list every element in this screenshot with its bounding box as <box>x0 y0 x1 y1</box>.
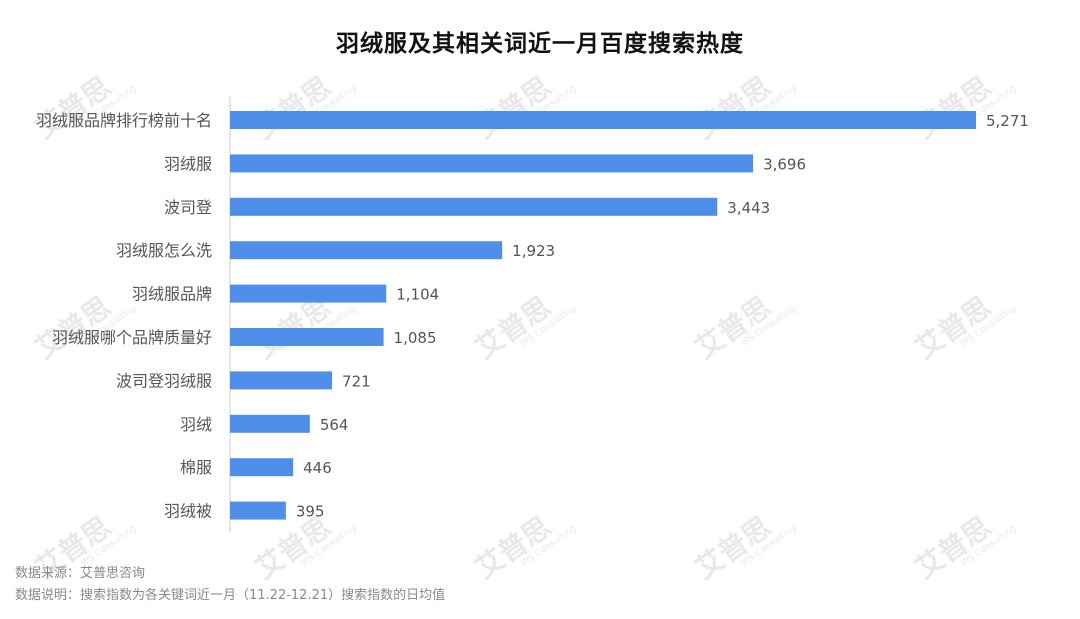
category-label-7: 羽绒 <box>180 415 212 434</box>
category-label-8: 棉服 <box>180 458 212 477</box>
bar-chart: 羽绒服品牌排行榜前十名羽绒服波司登羽绒服怎么洗羽绒服品牌羽绒服哪个品牌质量好波司… <box>36 97 1029 532</box>
bar-7 <box>230 414 310 433</box>
chart-title: 羽绒服及其相关词近一月百度搜索热度 <box>336 31 744 57</box>
value-label-9: 395 <box>296 503 325 521</box>
category-label-9: 羽绒被 <box>164 502 212 521</box>
value-label-1: 3,696 <box>763 155 806 173</box>
bar-9 <box>230 501 286 520</box>
category-label-2: 波司登 <box>164 198 212 217</box>
value-label-2: 3,443 <box>727 199 770 217</box>
category-label-3: 羽绒服怎么洗 <box>116 241 212 260</box>
value-label-8: 446 <box>303 459 332 477</box>
bar-6 <box>230 371 333 390</box>
value-label-7: 564 <box>320 416 349 434</box>
category-labels-group: 羽绒服品牌排行榜前十名羽绒服波司登羽绒服怎么洗羽绒服品牌羽绒服哪个品牌质量好波司… <box>36 111 212 521</box>
bar-1 <box>230 154 754 173</box>
bar-0 <box>230 111 976 129</box>
value-label-4: 1,104 <box>396 286 439 304</box>
bars-group <box>230 111 976 520</box>
category-label-0: 羽绒服品牌排行榜前十名 <box>36 111 212 130</box>
bar-4 <box>230 284 387 303</box>
category-label-6: 波司登羽绒服 <box>116 371 212 390</box>
value-label-6: 721 <box>342 372 371 390</box>
value-label-3: 1,923 <box>512 242 555 260</box>
bar-3 <box>230 241 503 260</box>
value-labels-group: 5,271 3,696 3,443 1,923 1,104 1,085 721 564 446 3… <box>296 112 1029 521</box>
value-label-5: 1,085 <box>394 329 437 347</box>
bar-2 <box>230 197 718 216</box>
footnote-source: 数据来源：艾普思咨询 <box>15 566 146 581</box>
category-label-5: 羽绒服哪个品牌质量好 <box>52 328 212 347</box>
bar-5 <box>230 328 384 346</box>
bar-8 <box>230 458 294 477</box>
footnote: 数据来源：艾普思咨询 数据说明：搜索指数为各关键词近一月（11.22-12.21… <box>15 563 445 607</box>
category-label-4: 羽绒服品牌 <box>132 285 212 304</box>
value-label-0: 5,271 <box>986 112 1029 130</box>
footnote-note: 数据说明：搜索指数为各关键词近一月（11.22-12.21）搜索指数的日均值 <box>15 588 446 603</box>
category-label-1: 羽绒服 <box>164 154 212 173</box>
